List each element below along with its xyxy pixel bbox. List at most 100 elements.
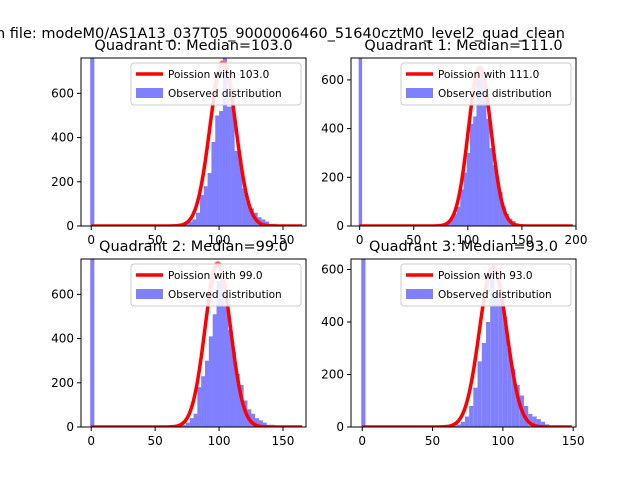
hist-bar — [457, 206, 461, 226]
y-tick-label: 200 — [51, 376, 74, 390]
hist-bar — [234, 150, 239, 226]
hist-bar — [469, 406, 474, 427]
hist-bar — [463, 172, 467, 226]
y-tick-label: 200 — [51, 175, 74, 189]
hist-bar — [184, 223, 189, 226]
hist-bar — [515, 385, 520, 427]
legend: Poission with 93.0 Observed distribution — [400, 263, 572, 307]
hist-bar — [189, 418, 194, 427]
hist-bar — [456, 424, 461, 427]
y-tick-label: 200 — [321, 170, 344, 184]
panel-title: Quadrant 0: Median=103.0 — [94, 38, 292, 54]
axes-frame — [80, 57, 307, 227]
hist-bar — [192, 219, 197, 226]
hist-bar — [185, 422, 190, 427]
hist-bar — [492, 165, 497, 226]
poisson-curve — [361, 265, 573, 427]
legend-label-observed: Observed distribution — [168, 289, 282, 301]
panel-quadrant-3: Quadrant 3: Median=93.0 0 50 100 150 0 200 400 6… — [321, 239, 585, 448]
legend-label-poisson: Poission with 99.0 — [168, 270, 263, 282]
x-tick-label: 150 — [562, 434, 585, 448]
hist-bar — [220, 274, 225, 427]
x-tick-label: 100 — [208, 233, 231, 247]
legend-box — [400, 263, 572, 307]
hist-bar — [536, 419, 541, 427]
x-tick-label: 100 — [208, 434, 231, 448]
hist-bar — [460, 189, 464, 226]
hist-bar — [482, 84, 487, 226]
panel-title: Quadrant 1: Median=111.0 — [364, 38, 562, 54]
hist-bar — [499, 191, 503, 226]
hist-bar — [226, 106, 231, 226]
hist-bar — [235, 373, 240, 427]
legend-box — [130, 62, 302, 106]
hist-bar — [222, 58, 227, 226]
hist-bar — [540, 421, 546, 427]
hist-bar — [452, 425, 457, 427]
x-tick-label: 150 — [272, 434, 295, 448]
hist-bar — [502, 206, 506, 226]
legend-label-observed: Observed distribution — [168, 88, 282, 100]
hist-bar — [498, 298, 503, 427]
legend-label-observed: Observed distribution — [438, 289, 552, 301]
hist-bar — [532, 416, 537, 427]
y-tick-label: 600 — [321, 263, 344, 277]
legend-hist-swatch — [136, 289, 163, 299]
hist-bar — [490, 269, 495, 427]
hist-bar — [258, 420, 263, 427]
hist-bar — [199, 195, 204, 226]
legend-label-poisson: Poission with 93.0 — [438, 270, 533, 282]
hist-bar — [208, 336, 213, 427]
hist-bar — [477, 361, 482, 427]
legend: Poission with 99.0 Observed distribution — [130, 263, 302, 307]
y-tick-label: 400 — [321, 315, 344, 329]
x-tick-label: 100 — [491, 434, 514, 448]
hist-bar — [251, 413, 256, 427]
axes-frame — [350, 258, 577, 428]
legend: Poission with 111.0 Observed distribution — [400, 62, 572, 106]
y-tick-label: 0 — [336, 219, 344, 233]
x-tick-label: 0 — [356, 233, 364, 247]
y-tick-label: 600 — [51, 86, 74, 100]
hist-bar — [205, 360, 210, 427]
hist-bar — [201, 376, 206, 427]
y-tick-label: 0 — [66, 420, 74, 434]
hist-bar — [254, 418, 259, 427]
hist-bar — [219, 111, 224, 226]
legend-label-observed: Observed distribution — [438, 88, 552, 100]
plot-area — [90, 58, 304, 226]
hist-bar — [211, 142, 216, 226]
hist-bar — [193, 413, 198, 427]
legend-hist-swatch — [406, 88, 433, 98]
hist-bar — [238, 159, 243, 226]
hist-bar — [261, 219, 266, 226]
y-tick-label: 600 — [51, 287, 74, 301]
x-tick-label: 0 — [87, 233, 95, 247]
y-tick-label: 400 — [321, 122, 344, 136]
legend-label-poisson: Poission with 111.0 — [438, 69, 539, 81]
hist-bar — [239, 385, 244, 427]
hist-bar-zero — [90, 58, 95, 226]
hist-bar — [528, 413, 533, 427]
legend-hist-swatch — [136, 88, 163, 98]
legend: Poission with 103.0 Observed distribution — [130, 62, 302, 106]
hist-bar — [476, 79, 480, 226]
y-tick-label: 0 — [336, 420, 344, 434]
hist-bar — [242, 188, 247, 226]
y-tick-label: 0 — [66, 219, 74, 233]
panel-quadrant-0: Quadrant 0: Median=103.0 0 50 100 150 0 200 400… — [51, 38, 307, 247]
hist-bar — [207, 172, 212, 226]
x-tick-label: 0 — [87, 434, 95, 448]
hist-bar — [188, 221, 193, 226]
hist-bar — [495, 179, 500, 226]
hist-bar — [231, 351, 236, 427]
hist-bar-zero — [358, 58, 363, 226]
figure-suptitle: n file: modeM0/AS1A13_037T05_9000006460_… — [0, 26, 565, 42]
y-tick-label: 400 — [51, 131, 74, 145]
hist-bar — [469, 123, 474, 226]
hist-bar — [230, 106, 235, 226]
hist-bar — [473, 116, 477, 226]
hist-bar — [489, 148, 493, 226]
hist-bar — [479, 67, 484, 226]
